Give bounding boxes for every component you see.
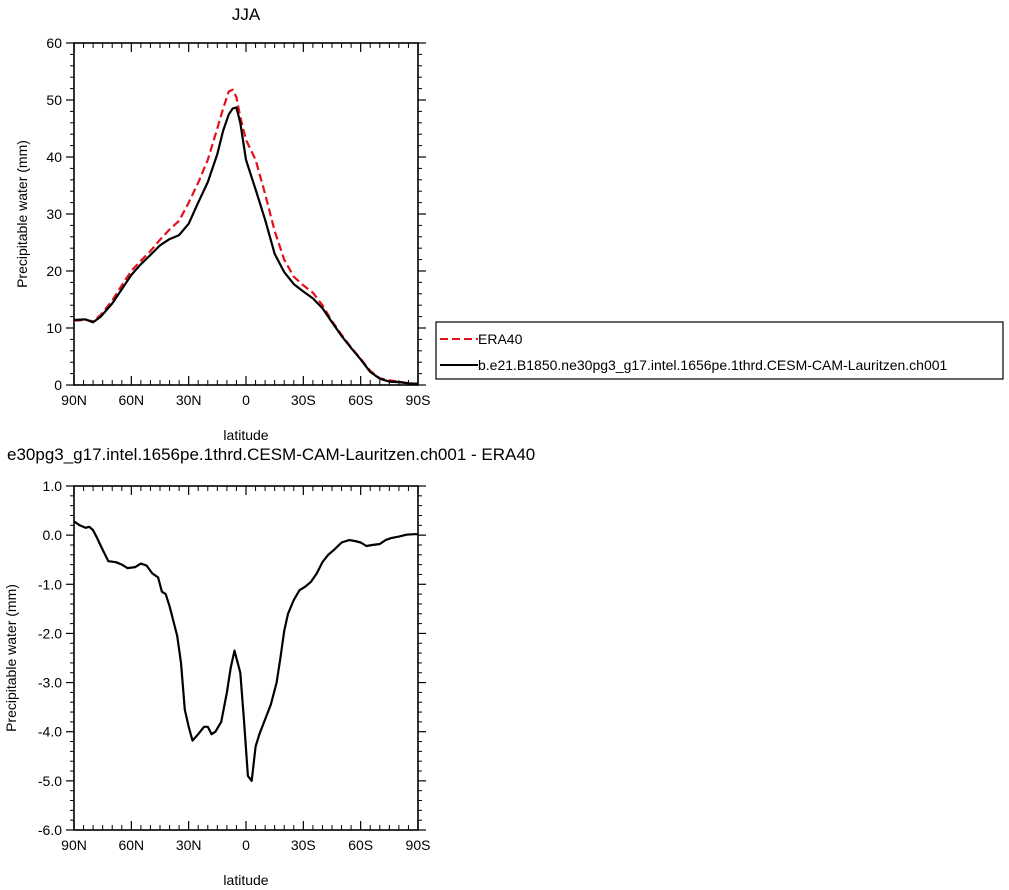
legend-box (435, 321, 1004, 380)
top-lines (73, 88, 419, 385)
top-panel: JJA 90N 60N 30N 0 30S 60S 90S 0 10 20 30 40 50 60 lat… (14, 5, 430, 443)
x-tick-label: 60N (118, 392, 144, 408)
legend-entry-era40: ERA40 (478, 331, 523, 347)
legend-entry-model: b.e21.B1850.ne30pg3_g17.intel.1656pe.1th… (478, 357, 948, 373)
bottom-chart-title: e30pg3_g17.intel.1656pe.1thrd.CESM-CAM-L… (7, 445, 535, 464)
top-plot-frame (73, 42, 419, 386)
x-tick-label: 60S (348, 837, 373, 853)
y-tick-label: -3.0 (38, 675, 62, 691)
x-tick-label: 90S (406, 837, 431, 853)
y-tick-label: -4.0 (38, 724, 62, 740)
y-tick-label: -2.0 (38, 625, 62, 641)
y-tick-label: 20 (46, 263, 62, 279)
bottom-panel: e30pg3_g17.intel.1656pe.1thrd.CESM-CAM-L… (3, 445, 535, 888)
legend: ERA40 b.e21.B1850.ne30pg3_g17.intel.1656… (435, 321, 1004, 380)
x-tick-label: 0 (242, 837, 250, 853)
y-tick-label: -1.0 (38, 576, 62, 592)
x-tick-label: 90N (61, 392, 87, 408)
x-tick-label: 90S (406, 392, 431, 408)
top-ticks: 90N 60N 30N 0 30S 60S 90S 0 10 20 30 40 50 60 (46, 35, 430, 408)
top-y-axis-label: Precipitable water (mm) (14, 140, 30, 288)
y-tick-label: -5.0 (38, 773, 62, 789)
bottom-x-axis-label: latitude (223, 872, 268, 888)
y-tick-label: 60 (46, 35, 62, 51)
top-chart-title: JJA (232, 5, 261, 24)
x-tick-label: 30N (176, 392, 202, 408)
bottom-y-axis-label: Precipitable water (mm) (3, 584, 19, 732)
series-line-0-0 (73, 88, 419, 385)
x-tick-label: 60N (118, 837, 144, 853)
y-tick-label: 0.0 (43, 527, 63, 543)
y-tick-label: -6.0 (38, 822, 62, 838)
y-tick-label: 10 (46, 320, 62, 336)
x-tick-label: 0 (242, 392, 250, 408)
series-line-1-0 (73, 520, 418, 783)
x-tick-label: 90N (61, 837, 87, 853)
series-line-0-1 (73, 106, 419, 385)
y-tick-label: 30 (46, 206, 62, 222)
top-x-axis-label: latitude (223, 427, 268, 443)
x-tick-label: 30N (176, 837, 202, 853)
x-tick-label: 60S (348, 392, 373, 408)
y-tick-label: 50 (46, 92, 62, 108)
bottom-plot-frame (73, 485, 419, 831)
x-tick-label: 30S (291, 392, 316, 408)
bottom-ticks: 90N 60N 30N 0 30S 60S 90S 1.0 0.0 -1.0 -2.0 -3.0 -4.… (38, 478, 431, 853)
x-tick-label: 30S (291, 837, 316, 853)
y-tick-label: 40 (46, 149, 62, 165)
bottom-lines (73, 520, 418, 783)
y-tick-label: 1.0 (43, 478, 63, 494)
y-tick-label: 0 (54, 377, 62, 393)
